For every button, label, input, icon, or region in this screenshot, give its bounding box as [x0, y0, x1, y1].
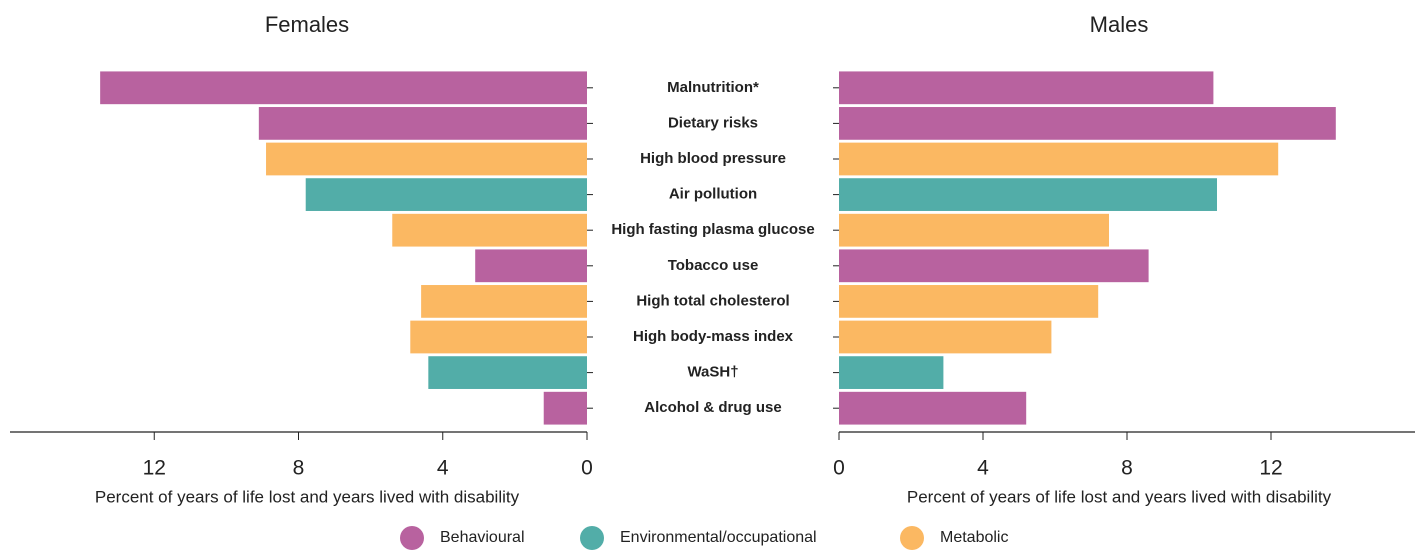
bar [839, 356, 944, 389]
x-axis-label: Percent of years of life lost and years … [907, 487, 1332, 506]
category-label: High total cholesterol [636, 292, 789, 309]
bar [305, 178, 587, 211]
legend-swatch [580, 526, 604, 550]
x-tick-label: 8 [1121, 457, 1133, 480]
legend-swatch [400, 526, 424, 550]
x-tick-label: 0 [833, 457, 845, 480]
category-label: High body-mass index [633, 328, 794, 345]
category-label: Dietary risks [668, 114, 758, 131]
x-axis-label: Percent of years of life lost and years … [95, 487, 520, 506]
bar [839, 107, 1336, 140]
bar [475, 249, 587, 283]
legend-label: Behavioural [440, 529, 525, 546]
bar [392, 213, 587, 247]
legend-label: Environmental/occupational [620, 529, 817, 546]
panel-title: Males [1090, 12, 1149, 37]
category-label: Air pollution [669, 186, 757, 203]
panel-title: Females [265, 12, 349, 37]
x-tick-label: 12 [143, 457, 166, 480]
x-tick-label: 8 [293, 457, 305, 480]
x-tick-label: 4 [437, 457, 449, 480]
bar [839, 249, 1149, 283]
category-label: High blood pressure [640, 150, 786, 167]
bar [258, 107, 587, 140]
bar [266, 142, 587, 176]
bar [421, 285, 587, 318]
bar [410, 320, 587, 354]
legend-label: Metabolic [940, 529, 1008, 546]
bar [100, 71, 587, 105]
x-tick-label: 4 [977, 457, 989, 480]
x-tick-label: 0 [581, 457, 593, 480]
category-label: Malnutrition* [667, 79, 759, 96]
x-tick-label: 12 [1259, 457, 1282, 480]
bar [543, 391, 587, 425]
bar [839, 71, 1214, 105]
bar [839, 142, 1279, 176]
bar [839, 285, 1099, 318]
bar [428, 356, 587, 389]
category-label: Alcohol & drug use [644, 399, 782, 416]
category-label: WaSH† [687, 364, 738, 381]
bar [839, 391, 1027, 425]
bar [839, 178, 1217, 211]
category-label: Tobacco use [668, 257, 759, 274]
bar [839, 213, 1109, 247]
legend-swatch [900, 526, 924, 550]
bar [839, 320, 1052, 354]
category-label: High fasting plasma glucose [611, 221, 814, 238]
